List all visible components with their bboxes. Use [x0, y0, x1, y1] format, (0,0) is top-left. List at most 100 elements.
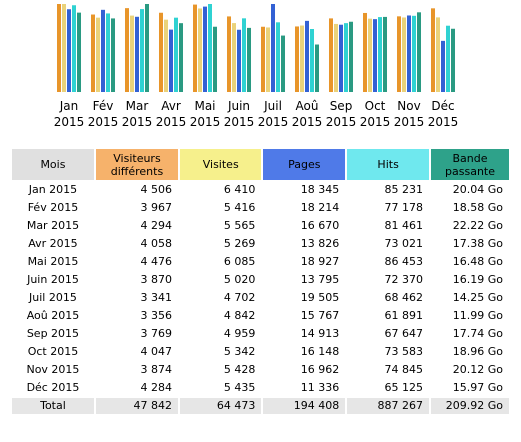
- cell-hits: 73 021: [384, 237, 424, 250]
- cell-pages: 14 913: [300, 327, 340, 340]
- cell-month: Mai 2015: [27, 255, 79, 268]
- x-tick-month: Fév: [93, 99, 114, 113]
- bar-bandwidth: [417, 12, 421, 92]
- total-hits: 887 267: [347, 398, 430, 414]
- cell-pages: 18 345: [300, 183, 340, 196]
- total-visits: 64 473: [180, 398, 262, 414]
- cell-visits: 5 342: [223, 345, 256, 358]
- cell-visits: 4 842: [223, 309, 256, 322]
- cell-visits: 6 410: [223, 183, 256, 196]
- bar-hits: [344, 23, 348, 92]
- table-row: Mar 2015 4 294 5 565 16 670 81 461 22.22…: [12, 218, 509, 234]
- cell-visitors: 3 356: [140, 309, 173, 322]
- bar-visits: [198, 8, 202, 93]
- cell-visitors: 4 294: [140, 219, 173, 232]
- bar-visits: [436, 17, 440, 92]
- total-bandwidth: 209.92 Go: [431, 398, 509, 414]
- table-row: Déc 2015 4 284 5 435 11 336 65 125 15.97…: [12, 380, 509, 396]
- cell-month: Aoû 2015: [26, 309, 80, 322]
- total-visitors: 47 842: [95, 398, 179, 414]
- cell-visitors: 4 058: [140, 237, 173, 250]
- cell-visits: 5 269: [223, 237, 256, 250]
- bar-visits: [266, 27, 270, 92]
- x-tick-month: Sep: [330, 99, 353, 113]
- cell-visits: 5 435: [223, 381, 256, 394]
- cell-month: Sep 2015: [26, 327, 80, 340]
- bar-hits: [276, 22, 280, 92]
- cell-pages: 16 670: [300, 219, 340, 232]
- cell-pages: 19 505: [300, 291, 340, 304]
- cell-bandwidth: 17.38 Go: [452, 237, 503, 250]
- x-tick-year: 2015: [54, 115, 85, 129]
- monthly-stats-table: Mois Visiteurs différents Visites Pages …: [10, 147, 511, 416]
- cell-visits: 5 416: [223, 201, 256, 214]
- total-row: Total 47 842 64 473 194 408 887 267 209.…: [12, 398, 509, 414]
- table-row: Juin 2015 3 870 5 020 13 795 72 370 16.1…: [12, 272, 509, 288]
- bar-bandwidth: [77, 12, 81, 92]
- cell-month: Nov 2015: [26, 363, 80, 376]
- bar-bandwidth: [213, 26, 217, 92]
- bar-visits: [300, 25, 304, 92]
- cell-hits: 72 370: [384, 273, 424, 286]
- bar-hits: [106, 13, 110, 93]
- cell-visitors: 3 967: [140, 201, 173, 214]
- table-row: Mai 2015 4 476 6 085 18 927 86 453 16.48…: [12, 254, 509, 270]
- cell-month: Déc 2015: [26, 381, 80, 394]
- x-tick-month: Aoû: [296, 99, 319, 113]
- x-tick-year: 2015: [428, 115, 459, 129]
- header-bandwidth: Bande passante: [431, 149, 509, 180]
- bar-pages: [67, 9, 71, 93]
- bar-hits: [242, 18, 246, 92]
- table-row: Juil 2015 3 341 4 702 19 505 68 462 14.2…: [12, 290, 509, 306]
- bar-bandwidth: [451, 28, 455, 92]
- header-month: Mois: [12, 149, 94, 180]
- bar-visitors: [261, 26, 265, 93]
- cell-bandwidth: 22.22 Go: [452, 219, 503, 232]
- table-header-row: Mois Visiteurs différents Visites Pages …: [12, 149, 509, 180]
- bar-bandwidth: [247, 27, 251, 92]
- bar-bandwidth: [111, 18, 115, 93]
- bar-visits: [62, 4, 66, 92]
- cell-month: Fév 2015: [27, 201, 79, 214]
- bar-bandwidth: [281, 35, 285, 92]
- cell-pages: 18 214: [300, 201, 340, 214]
- x-tick-month: Oct: [365, 99, 386, 113]
- table-row: Jan 2015 4 506 6 410 18 345 85 231 20.04…: [12, 182, 509, 198]
- bar-pages: [101, 9, 105, 93]
- bar-hits: [208, 4, 212, 92]
- cell-hits: 61 891: [384, 309, 424, 322]
- cell-visitors: 3 870: [140, 273, 173, 286]
- bar-hits: [72, 5, 76, 93]
- bar-pages: [441, 40, 445, 92]
- bar-pages: [169, 29, 173, 92]
- x-tick-month: Mai: [194, 99, 215, 113]
- bar-hits: [412, 15, 416, 93]
- cell-bandwidth: 11.99 Go: [452, 309, 503, 322]
- cell-pages: 13 795: [300, 273, 340, 286]
- x-tick-month: Jan: [59, 99, 79, 113]
- x-tick-month: Juil: [263, 99, 282, 113]
- bar-visits: [368, 18, 372, 92]
- x-tick-month: Avr: [161, 99, 181, 113]
- cell-month: Avr 2015: [28, 237, 78, 250]
- bar-pages: [135, 16, 139, 93]
- bar-visitors: [57, 4, 61, 92]
- bar-pages: [339, 24, 343, 92]
- bar-visitors: [91, 14, 95, 92]
- cell-hits: 86 453: [384, 255, 424, 268]
- bar-pages: [407, 15, 411, 93]
- cell-visits: 4 702: [223, 291, 256, 304]
- cell-bandwidth: 18.58 Go: [452, 201, 503, 214]
- bar-hits: [310, 29, 314, 92]
- bar-visitors: [397, 16, 401, 93]
- bar-pages: [271, 4, 275, 92]
- x-tick-year: 2015: [156, 115, 187, 129]
- total-label: Total: [12, 398, 94, 414]
- cell-month: Jan 2015: [28, 183, 78, 196]
- cell-visits: 6 085: [223, 255, 256, 268]
- cell-visitors: 4 476: [140, 255, 173, 268]
- cell-visitors: 4 047: [140, 345, 173, 358]
- x-tick-year: 2015: [292, 115, 323, 129]
- cell-bandwidth: 20.12 Go: [452, 363, 503, 376]
- bar-visitors: [295, 26, 299, 92]
